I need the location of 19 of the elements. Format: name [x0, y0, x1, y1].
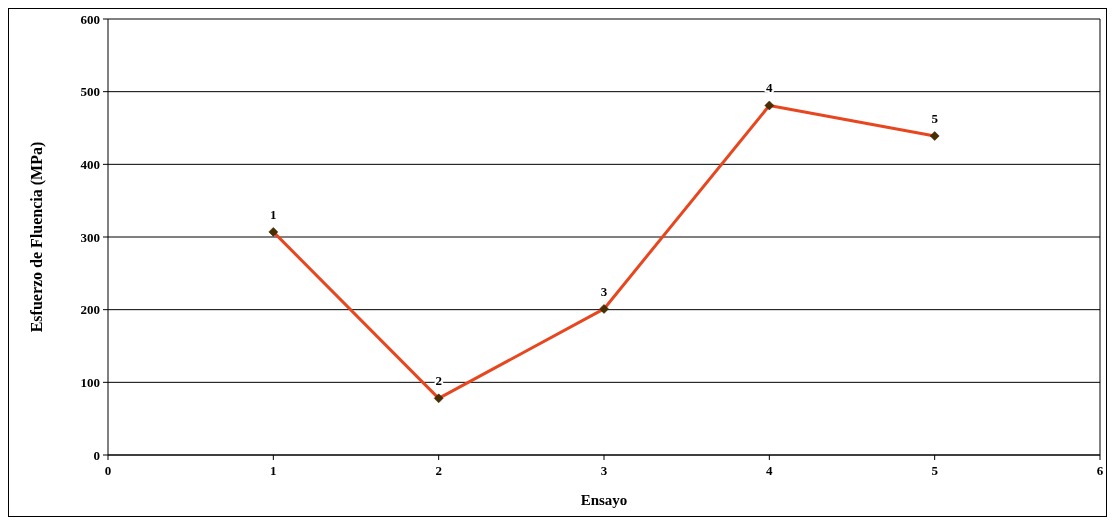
x-tick-label: 5 [931, 463, 939, 478]
y-tick-label: 100 [80, 374, 100, 390]
y-tick-label: 400 [80, 156, 100, 172]
annotation: 1 [270, 206, 277, 222]
y-tick-label: 200 [80, 302, 100, 318]
y-tick-label: 500 [80, 84, 100, 100]
x-axis-title: Ensayo [580, 492, 628, 508]
x-tick-label: 4 [766, 463, 774, 478]
x-tick-label: 1 [270, 463, 277, 478]
x-tick-label: 3 [600, 463, 608, 478]
y-axis-title: Esfuerzo de Fluencia (MPa) [28, 141, 46, 333]
x-tick-label: 6 [1096, 463, 1104, 478]
y-tick-label: 600 [80, 11, 100, 27]
annotation: 5 [931, 110, 939, 126]
y-tick-label: 0 [93, 447, 100, 463]
y-tick-label: 300 [80, 229, 100, 245]
x-tick-label: 0 [104, 463, 112, 478]
annotation: 3 [600, 283, 608, 299]
x-tick-label: 2 [435, 463, 442, 478]
